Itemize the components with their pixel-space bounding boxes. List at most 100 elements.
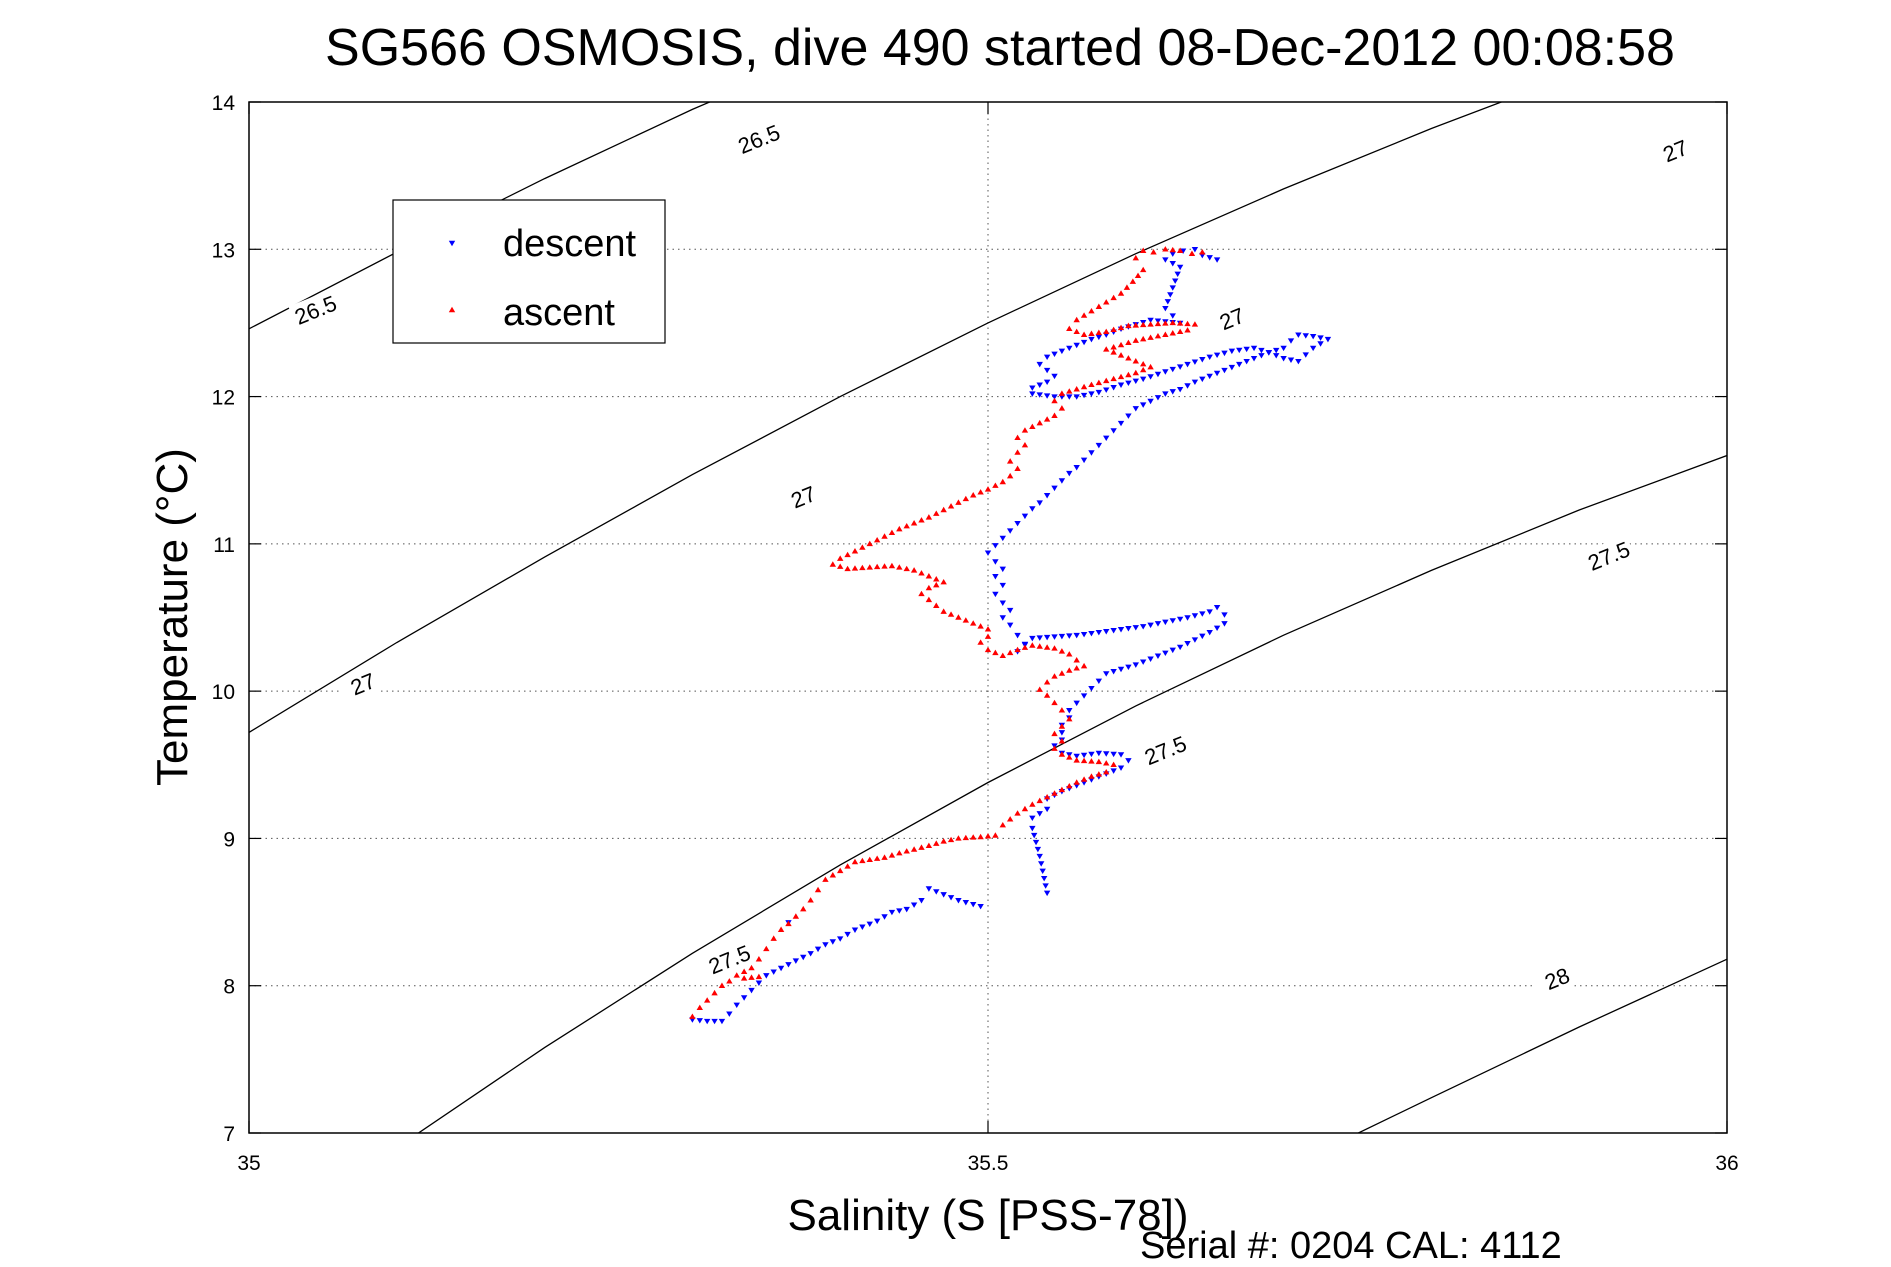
y-tick-label: 12 — [212, 387, 235, 410]
ascent-point — [984, 626, 992, 632]
ascent-point — [940, 838, 947, 844]
ascent-point — [918, 570, 925, 576]
descent-point — [822, 942, 829, 948]
descent-point — [1103, 751, 1110, 757]
isopycnal-label-bg — [1529, 957, 1585, 1000]
descent-point — [1014, 632, 1021, 639]
ascent-point — [1103, 328, 1110, 335]
ascent-point — [1199, 249, 1206, 255]
descent-point — [999, 535, 1006, 542]
descent-point — [1036, 853, 1043, 860]
ascent-point — [1184, 320, 1191, 327]
descent-point — [1287, 357, 1295, 363]
descent-point — [1191, 379, 1199, 386]
descent-point — [718, 1018, 726, 1025]
descent-point — [1169, 285, 1176, 291]
ascent-point — [1051, 699, 1058, 706]
descent-point — [733, 1002, 740, 1009]
ascent-point — [881, 854, 888, 860]
ascent-point — [1132, 337, 1139, 343]
ascent-point — [1139, 266, 1147, 273]
ascent-point — [910, 846, 918, 852]
ascent-point — [770, 935, 777, 941]
descent-point — [1036, 635, 1043, 641]
legend-marker-descent — [448, 240, 456, 247]
ascent-point — [740, 975, 748, 981]
ascent-point — [1014, 810, 1021, 816]
isopycnal-label-bg — [1648, 129, 1703, 172]
descent-point — [1043, 354, 1051, 361]
descent-point — [1191, 247, 1199, 253]
ascent-point — [1110, 344, 1117, 350]
descent-point — [1043, 379, 1051, 386]
descent-point — [1080, 392, 1088, 399]
descent-point — [992, 574, 999, 580]
descent-point — [992, 591, 999, 598]
descent-point — [984, 550, 992, 556]
ascent-point — [755, 973, 763, 980]
ascent-point — [925, 842, 933, 849]
descent-point — [1095, 678, 1103, 685]
legend-label-ascent: ascent — [503, 292, 615, 334]
descent-point — [1095, 389, 1103, 396]
ascent-point — [1139, 335, 1147, 342]
ascent-point — [703, 997, 711, 1003]
descent-point — [1066, 708, 1073, 714]
descent-point — [1032, 839, 1040, 846]
ascent-point — [1134, 272, 1142, 279]
ascent-point — [1058, 723, 1066, 729]
ascent-point — [1117, 324, 1125, 331]
ascent-point — [999, 478, 1006, 485]
ascent-point — [925, 584, 933, 591]
descent-point — [1258, 353, 1265, 359]
ascent-point — [1117, 341, 1125, 348]
ascent-point — [955, 499, 962, 505]
ascent-point — [1051, 412, 1058, 418]
ascent-point — [933, 576, 940, 582]
ascent-point — [999, 821, 1006, 828]
descent-point — [800, 954, 807, 961]
descent-point — [1206, 354, 1213, 361]
ascent-point — [1073, 328, 1080, 335]
ascent-point — [925, 514, 933, 520]
ascent-point — [1184, 327, 1191, 333]
descent-point — [992, 559, 999, 565]
ascent-point — [822, 876, 829, 882]
descent-point — [1176, 264, 1184, 271]
ascent-point — [1066, 651, 1073, 657]
descent-point — [1169, 647, 1176, 654]
y-axis-label: Temperature (°C) — [148, 448, 197, 786]
ascent-point — [903, 848, 910, 854]
ascent-point — [1058, 648, 1066, 654]
ascent-point — [1058, 751, 1066, 757]
descent-point — [873, 918, 881, 925]
ascent-point — [1066, 388, 1073, 394]
descent-point — [1191, 613, 1199, 619]
x-tick-label: 36 — [1715, 1152, 1738, 1175]
descent-point — [1250, 345, 1258, 352]
descent-point — [1302, 352, 1309, 358]
descent-point — [1317, 335, 1324, 341]
descent-point — [1080, 631, 1088, 638]
descent-point — [1206, 629, 1213, 636]
descent-point — [896, 908, 903, 914]
descent-point — [1095, 442, 1103, 449]
ascent-point — [1125, 355, 1132, 361]
ascent-point — [1110, 349, 1117, 355]
ascent-point — [1051, 730, 1058, 737]
ascent-point — [1073, 316, 1080, 323]
descent-point — [1117, 752, 1125, 758]
descent-point — [1073, 700, 1080, 707]
descent-point — [1162, 369, 1169, 375]
descent-point — [1043, 393, 1051, 399]
descent-point — [881, 914, 888, 920]
ascent-point — [1036, 643, 1043, 649]
ascent-point — [977, 489, 984, 495]
ascent-point — [1006, 649, 1014, 656]
descent-point — [1176, 386, 1184, 393]
ascent-point — [1058, 670, 1066, 676]
ascent-point — [962, 495, 970, 502]
serial-cal-footer: Serial #: 0204 CAL: 4112 — [1140, 1225, 1562, 1262]
ascent-point — [844, 551, 851, 558]
descent-point — [1110, 669, 1117, 675]
